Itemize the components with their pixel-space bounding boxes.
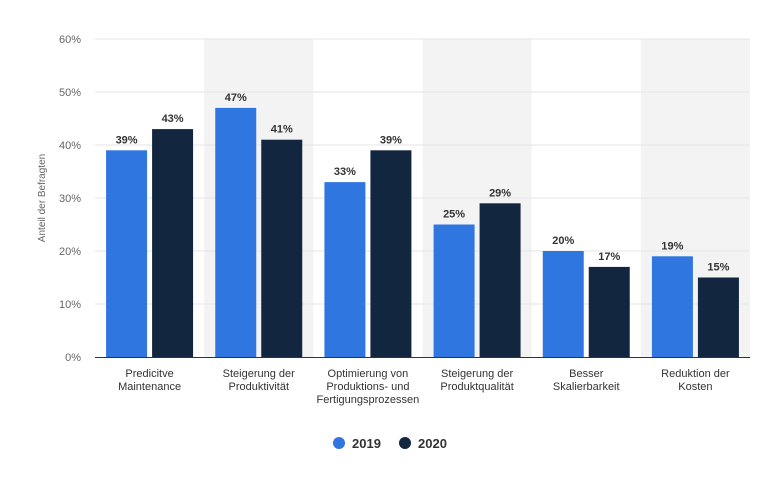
y-axis-title: Anteil der Befragten [37, 154, 48, 242]
value-label: 47% [225, 92, 247, 104]
bar-2020[interactable] [588, 266, 630, 357]
value-label: 15% [707, 262, 729, 274]
value-label: 39% [116, 134, 138, 146]
bar-2020[interactable] [152, 129, 194, 357]
value-label: 17% [598, 251, 620, 263]
bars [106, 107, 739, 358]
value-label: 20% [552, 235, 574, 247]
x-category-label: Reduktion der Kosten [661, 368, 730, 393]
bar-2019[interactable] [215, 107, 257, 358]
bar-2019[interactable] [542, 251, 584, 357]
y-axis-ticks: 0% 10% 20% 30% 40% 50% 60% [59, 34, 81, 364]
bar-2019[interactable] [651, 256, 693, 357]
x-category-label: Steigerung der Produktivität [223, 368, 295, 393]
bar-2020[interactable] [479, 203, 521, 357]
category-labels: Predicitve Maintenance Steigerung der Produ… [118, 368, 730, 406]
legend-label: 2019 [352, 436, 381, 451]
y-tick-label: 40% [59, 140, 81, 152]
legend-marker [399, 437, 411, 449]
value-label: 33% [334, 166, 356, 178]
y-tick-label: 50% [59, 87, 81, 99]
y-tick-label: 20% [59, 246, 81, 258]
y-tick-label: 10% [59, 299, 81, 311]
value-label: 41% [271, 124, 293, 136]
bar-2020[interactable] [261, 139, 303, 357]
y-tick-label: 30% [59, 193, 81, 205]
x-category-label: Predicitve Maintenance [118, 368, 181, 393]
legend[interactable]: 2019 2020 [333, 436, 447, 451]
value-label: 19% [661, 240, 683, 252]
x-category-label: Steigerung der Produktqualität [440, 368, 513, 393]
value-label: 25% [443, 209, 465, 221]
bar-2020[interactable] [697, 277, 739, 358]
value-labels: 39% 43% 47% 41% 33% 39% 25% 29% 20% 17% 19% 15% [116, 92, 730, 274]
bar-2019[interactable] [324, 182, 366, 357]
legend-item-2019[interactable]: 2019 [333, 436, 381, 451]
y-tick-label: 60% [59, 34, 81, 46]
bar-2019[interactable] [106, 150, 148, 357]
grid-lines [95, 38, 750, 305]
value-label: 39% [380, 134, 402, 146]
bar-2020[interactable] [370, 150, 412, 357]
x-category-label: Besser Skalierbarkeit [553, 368, 620, 393]
x-category-label: Optimierung von Produktions- und Fertigung… [317, 368, 420, 406]
value-label: 29% [489, 187, 511, 199]
y-tick-label: 0% [65, 352, 81, 364]
legend-label: 2020 [418, 436, 447, 451]
legend-item-2020[interactable]: 2020 [399, 436, 447, 451]
bar-2019[interactable] [433, 224, 475, 358]
value-label: 43% [162, 113, 184, 125]
legend-marker [333, 437, 345, 449]
